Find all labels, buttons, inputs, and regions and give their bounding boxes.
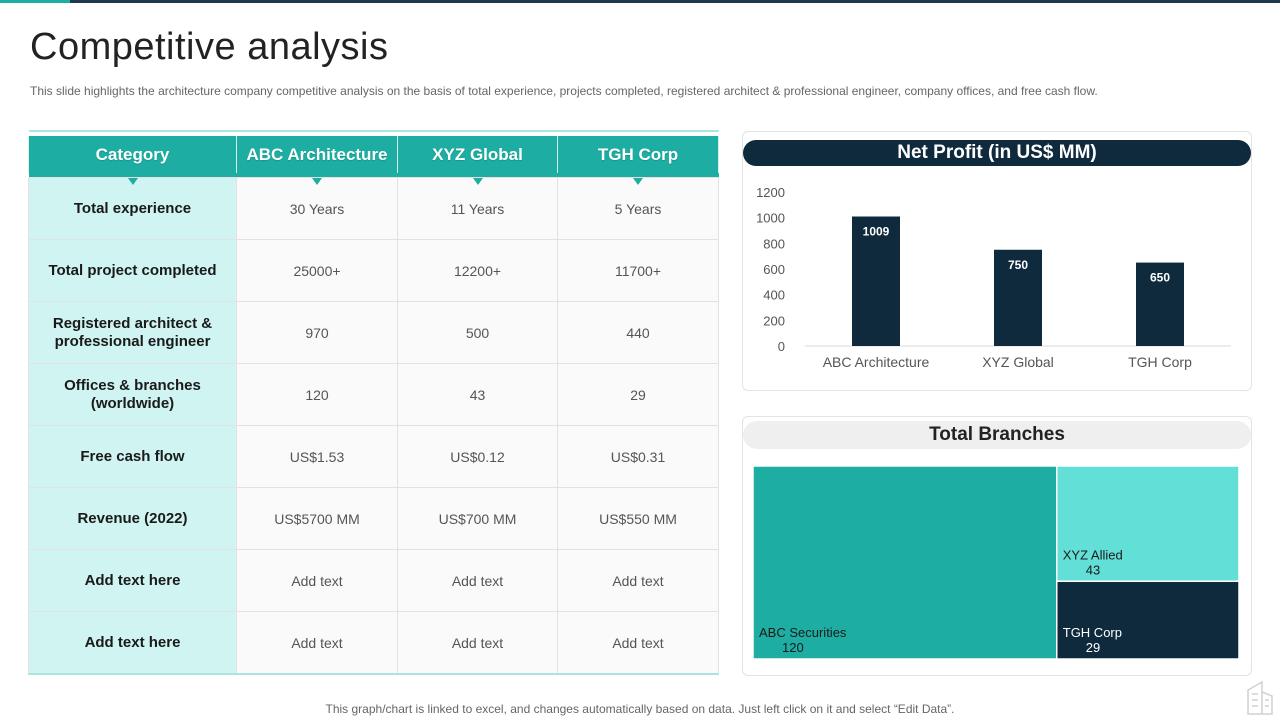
bar — [994, 249, 1042, 346]
top-bar — [0, 0, 1280, 3]
table-cell: US$700 MM — [397, 487, 558, 550]
table-cell: Add text — [397, 549, 558, 612]
table-cell: US$0.31 — [557, 425, 719, 488]
page-title: Competitive analysis — [30, 26, 389, 68]
table-row: Total project completed 25000+ 12200+ 11… — [28, 239, 719, 302]
row-category: Total project completed — [28, 239, 237, 302]
table-cell: 43 — [397, 363, 558, 426]
row-category: Add text here — [28, 611, 237, 675]
table-cell: US$0.12 — [397, 425, 558, 488]
table-cell: US$5700 MM — [236, 487, 398, 550]
net-profit-title: Net Profit (in US$ MM) — [743, 140, 1251, 166]
table-cell: US$550 MM — [557, 487, 719, 550]
total-branches-title: Total Branches — [743, 421, 1251, 449]
table-cell: 970 — [236, 301, 398, 364]
y-tick-label: 600 — [763, 262, 785, 277]
row-category: Free cash flow — [28, 425, 237, 488]
header-arrow-icon — [127, 178, 138, 185]
table-cell: 12200+ — [397, 239, 558, 302]
x-tick-label: ABC Architecture — [823, 354, 930, 370]
table-cell: Add text — [236, 611, 398, 675]
header-xyz: XYZ Global — [397, 136, 558, 185]
treemap-label: TGH Corp — [1063, 625, 1122, 640]
treemap-value: 29 — [1086, 640, 1100, 655]
row-category: Registered architect & professional engi… — [28, 301, 237, 364]
table-cell: 29 — [557, 363, 719, 426]
row-category: Add text here — [28, 549, 237, 612]
y-tick-label: 200 — [763, 313, 785, 328]
header-arrow-icon — [472, 178, 483, 185]
table-cell: Add text — [557, 611, 719, 675]
table-cell: US$1.53 — [236, 425, 398, 488]
table-cell: 11 Years — [397, 177, 558, 240]
treemap-block — [752, 465, 1058, 660]
page-subtitle: This slide highlights the architecture c… — [30, 84, 1098, 98]
comparison-table: Category ABC Architecture XYZ Global TGH… — [28, 130, 719, 675]
total-branches-panel: Total Branches ABC Securities 120 XYZ Alli… — [742, 416, 1252, 676]
table-cell: Add text — [236, 549, 398, 612]
table-cell: Add text — [557, 549, 719, 612]
net-profit-panel: Net Profit (in US$ MM) 0 200 400 600 800 1000… — [742, 131, 1252, 391]
table-row: Add text here Add text Add text Add text — [28, 611, 719, 675]
treemap-block — [1056, 465, 1240, 583]
y-tick-label: 400 — [763, 288, 785, 303]
x-tick-label: TGH Corp — [1128, 354, 1192, 370]
y-tick-label: 1200 — [756, 185, 785, 200]
y-tick-label: 1000 — [756, 211, 785, 226]
bar — [1136, 262, 1184, 346]
table-row: Add text here Add text Add text Add text — [28, 549, 719, 612]
table-row: Revenue (2022) US$5700 MM US$700 MM US$5… — [28, 487, 719, 550]
bar — [852, 216, 900, 346]
table-row: Offices & branches (worldwide) 120 43 29 — [28, 363, 719, 426]
top-bar-accent — [0, 0, 70, 3]
row-category: Total experience — [28, 177, 237, 240]
header-category: Category — [28, 136, 237, 185]
treemap-value: 43 — [1086, 562, 1100, 577]
footer-note: This graph/chart is linked to excel, and… — [325, 702, 955, 716]
table-row: Total experience 30 Years 11 Years 5 Yea… — [28, 177, 719, 240]
row-category: Offices & branches (worldwide) — [28, 363, 237, 426]
table-cell: 30 Years — [236, 177, 398, 240]
table-cell: 500 — [397, 301, 558, 364]
table-row: Registered architect & professional engi… — [28, 301, 719, 364]
table-row: Free cash flow US$1.53 US$0.12 US$0.31 — [28, 425, 719, 488]
header-abc: ABC Architecture — [236, 136, 398, 185]
bar-value-label: 750 — [1008, 258, 1028, 272]
x-tick-label: XYZ Global — [982, 354, 1054, 370]
table-cell: 11700+ — [557, 239, 719, 302]
y-tick-label: 0 — [778, 339, 785, 354]
y-tick-label: 800 — [763, 236, 785, 251]
treemap-block — [1056, 580, 1240, 660]
bar-value-label: 650 — [1150, 271, 1170, 285]
bar-value-label: 1009 — [863, 225, 890, 239]
table-cell: 5 Years — [557, 177, 719, 240]
treemap-label: XYZ Allied — [1063, 547, 1123, 562]
header-tgh: TGH Corp — [557, 136, 719, 185]
table-cell: 120 — [236, 363, 398, 426]
treemap-value: 120 — [782, 640, 804, 655]
table-cell: 25000+ — [236, 239, 398, 302]
treemap-label: ABC Securities — [759, 625, 847, 640]
table-cell: 440 — [557, 301, 719, 364]
table-cell: Add text — [397, 611, 558, 675]
net-profit-chart: 0 200 400 600 800 1000 1200 1009 ABC Architectur… — [756, 185, 1231, 370]
row-category: Revenue (2022) — [28, 487, 237, 550]
building-icon — [1247, 680, 1273, 715]
header-arrow-icon — [312, 178, 322, 185]
header-arrow-icon — [633, 178, 643, 185]
